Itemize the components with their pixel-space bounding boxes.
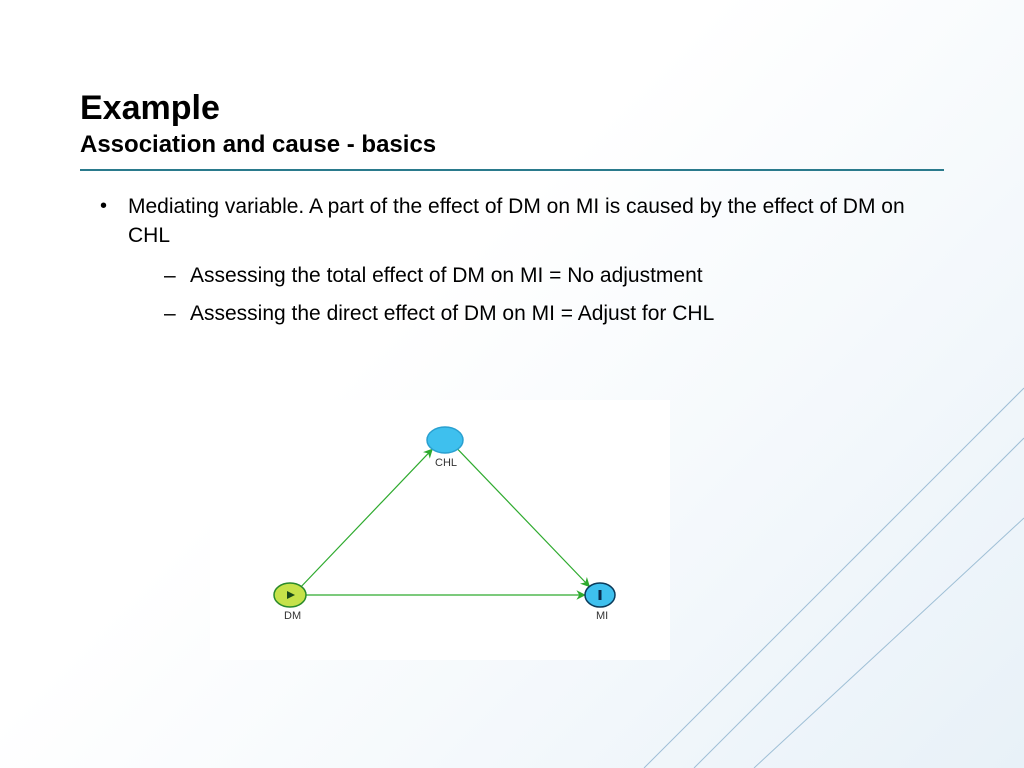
edge-dm-chl <box>301 449 432 586</box>
node-chl: CHL <box>427 427 463 469</box>
diagram: DM CHL MI <box>210 400 670 660</box>
diagram-svg: DM CHL MI <box>210 400 670 660</box>
node-dm: DM <box>274 583 306 622</box>
title-rule <box>80 169 944 171</box>
bar-icon <box>599 590 602 600</box>
bullet-sub-2: Assessing the direct effect of DM on MI … <box>170 300 944 328</box>
bullet-main-text: Mediating variable. A part of the effect… <box>128 195 905 246</box>
node-label-mi: MI <box>596 610 608 622</box>
bullet-sub-1: Assessing the total effect of DM on MI =… <box>170 262 944 290</box>
node-label-chl: CHL <box>435 457 457 469</box>
bullet-list: Mediating variable. A part of the effect… <box>80 193 944 328</box>
bullet-main: Mediating variable. A part of the effect… <box>108 193 944 328</box>
slide: Example Association and cause - basics M… <box>0 0 1024 768</box>
node-label-dm: DM <box>284 610 301 622</box>
slide-subtitle: Association and cause - basics <box>80 131 944 159</box>
slide-title: Example <box>80 90 944 127</box>
bullet-sub-list: Assessing the total effect of DM on MI =… <box>128 262 944 329</box>
title-block: Example Association and cause - basics <box>80 90 944 159</box>
edge-chl-mi <box>458 449 590 586</box>
node-mi: MI <box>585 583 615 622</box>
